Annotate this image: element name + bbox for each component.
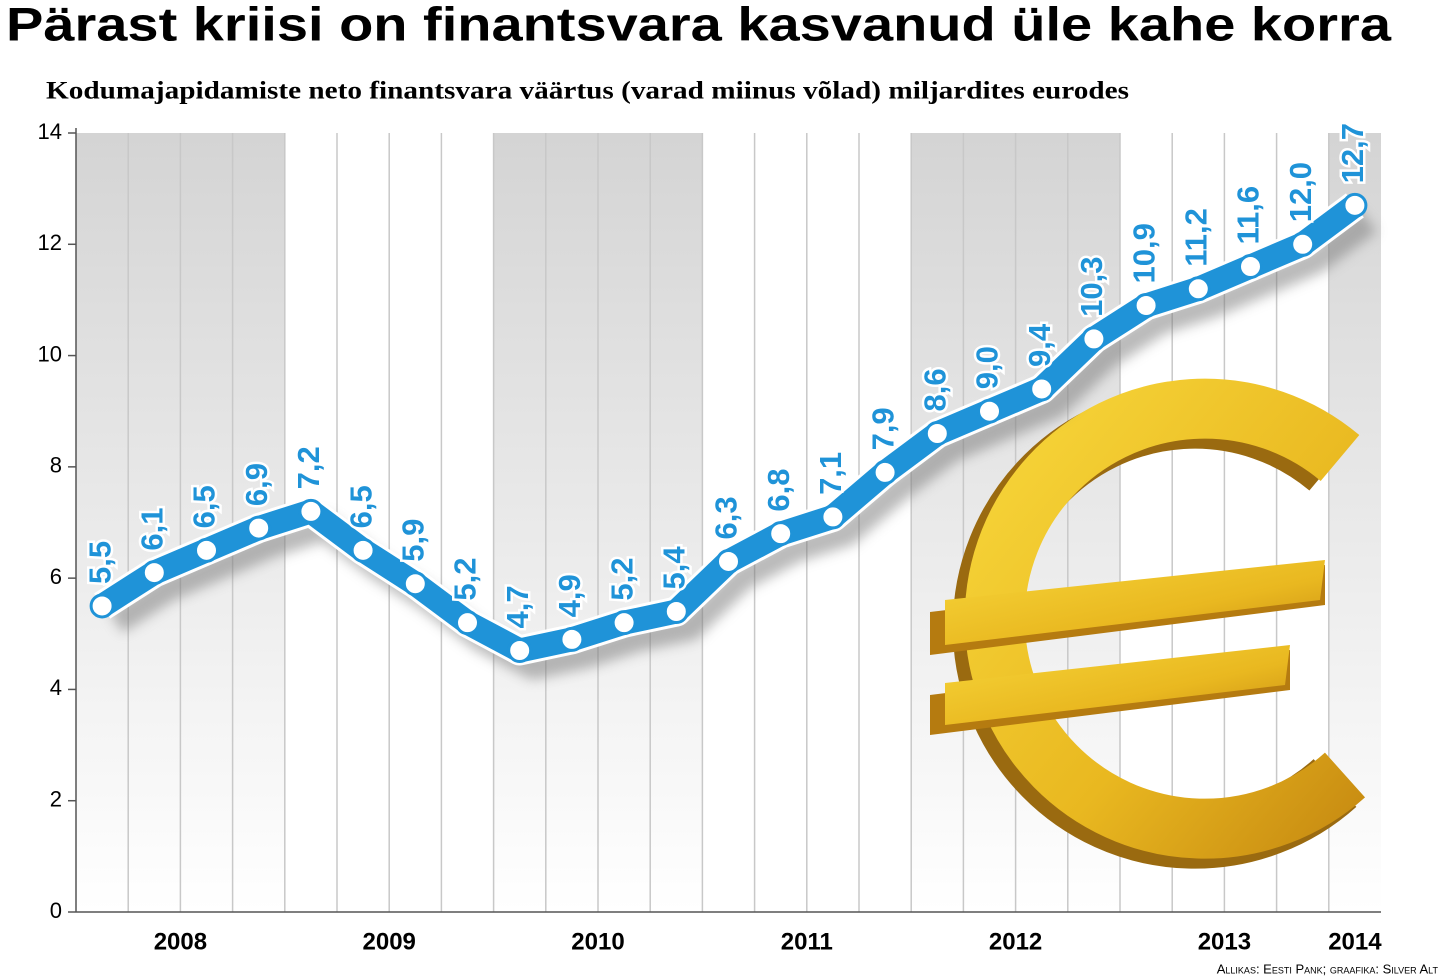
data-label: 5,2: [448, 558, 483, 601]
point: [246, 515, 272, 541]
point: [1081, 326, 1107, 352]
point: [559, 626, 585, 652]
point: [1185, 276, 1211, 302]
point: [1238, 254, 1263, 280]
point: [1029, 376, 1055, 402]
data-label: 6,5: [343, 485, 378, 528]
data-label: 10,3: [1074, 257, 1109, 317]
data-label: 8,6: [917, 368, 952, 411]
data-label: 10,9: [1126, 223, 1161, 283]
point: [977, 398, 1002, 424]
point: [1342, 192, 1368, 218]
y-tick-label: 10: [38, 341, 62, 366]
data-label: 6,1: [134, 507, 169, 550]
data-label: 11,6: [1231, 186, 1266, 245]
point: [663, 599, 689, 625]
point: [89, 593, 115, 619]
data-label: 6,9: [239, 463, 274, 506]
data-label: 7,1: [813, 452, 848, 495]
euro-icon: [930, 378, 1365, 869]
point: [402, 571, 428, 597]
data-label: 4,7: [500, 585, 535, 628]
data-label: 7,2: [291, 446, 326, 489]
point: [455, 610, 480, 636]
x-tick-label: 2010: [571, 928, 624, 955]
point: [298, 498, 324, 524]
data-label: 9,0: [970, 346, 1005, 389]
data-label: 7,9: [865, 407, 900, 450]
data-label: 12,7: [1335, 123, 1370, 183]
x-tick-label: 2009: [363, 928, 416, 955]
data-label: 11,2: [1178, 208, 1213, 267]
point: [194, 537, 219, 563]
subtitle: Kodumajapidamiste neto finantsvara väärt…: [46, 78, 1129, 105]
point: [1133, 292, 1159, 318]
y-tick-label: 14: [38, 119, 62, 144]
x-tick-label: 2011: [781, 928, 833, 955]
data-label: 5,4: [656, 546, 691, 590]
point: [611, 610, 637, 636]
point: [872, 459, 898, 485]
y-tick-label: 6: [50, 564, 62, 589]
point: [924, 420, 950, 446]
x-tick-label: 2013: [1198, 928, 1251, 955]
y-tick-label: 0: [50, 898, 62, 923]
data-label: 4,9: [552, 574, 587, 617]
x-tick-label: 2014: [1328, 928, 1382, 955]
y-tick-label: 12: [38, 230, 62, 255]
data-label: 6,3: [709, 496, 744, 539]
x-tick-label: 2008: [154, 928, 207, 955]
y-tick-label: 8: [50, 453, 62, 478]
data-label: 12,0: [1283, 162, 1318, 222]
data-label: 5,5: [82, 541, 117, 584]
point: [350, 537, 376, 563]
data-label: 6,5: [187, 485, 222, 528]
data-label: 5,2: [604, 558, 639, 601]
background: 0 2 4 6 8 10 12 14: [38, 119, 1381, 923]
point: [820, 504, 846, 530]
x-tick-label: 2012: [989, 928, 1042, 955]
data-label: 5,9: [395, 519, 430, 562]
source: Allikas: Eesti Pank; graafika: Silver Al…: [1217, 961, 1439, 976]
y-tick-label: 2: [50, 787, 62, 812]
point: [716, 548, 741, 574]
y-tick-label: 4: [50, 675, 62, 700]
point: [507, 637, 533, 663]
point: [768, 521, 794, 547]
data-label: 6,8: [761, 469, 796, 512]
chart-title: Pärast kriisi on finantsvara kasvanud ül…: [6, 0, 1392, 50]
data-label: 9,4: [1022, 323, 1057, 367]
point: [1290, 231, 1316, 257]
point: [141, 560, 167, 586]
